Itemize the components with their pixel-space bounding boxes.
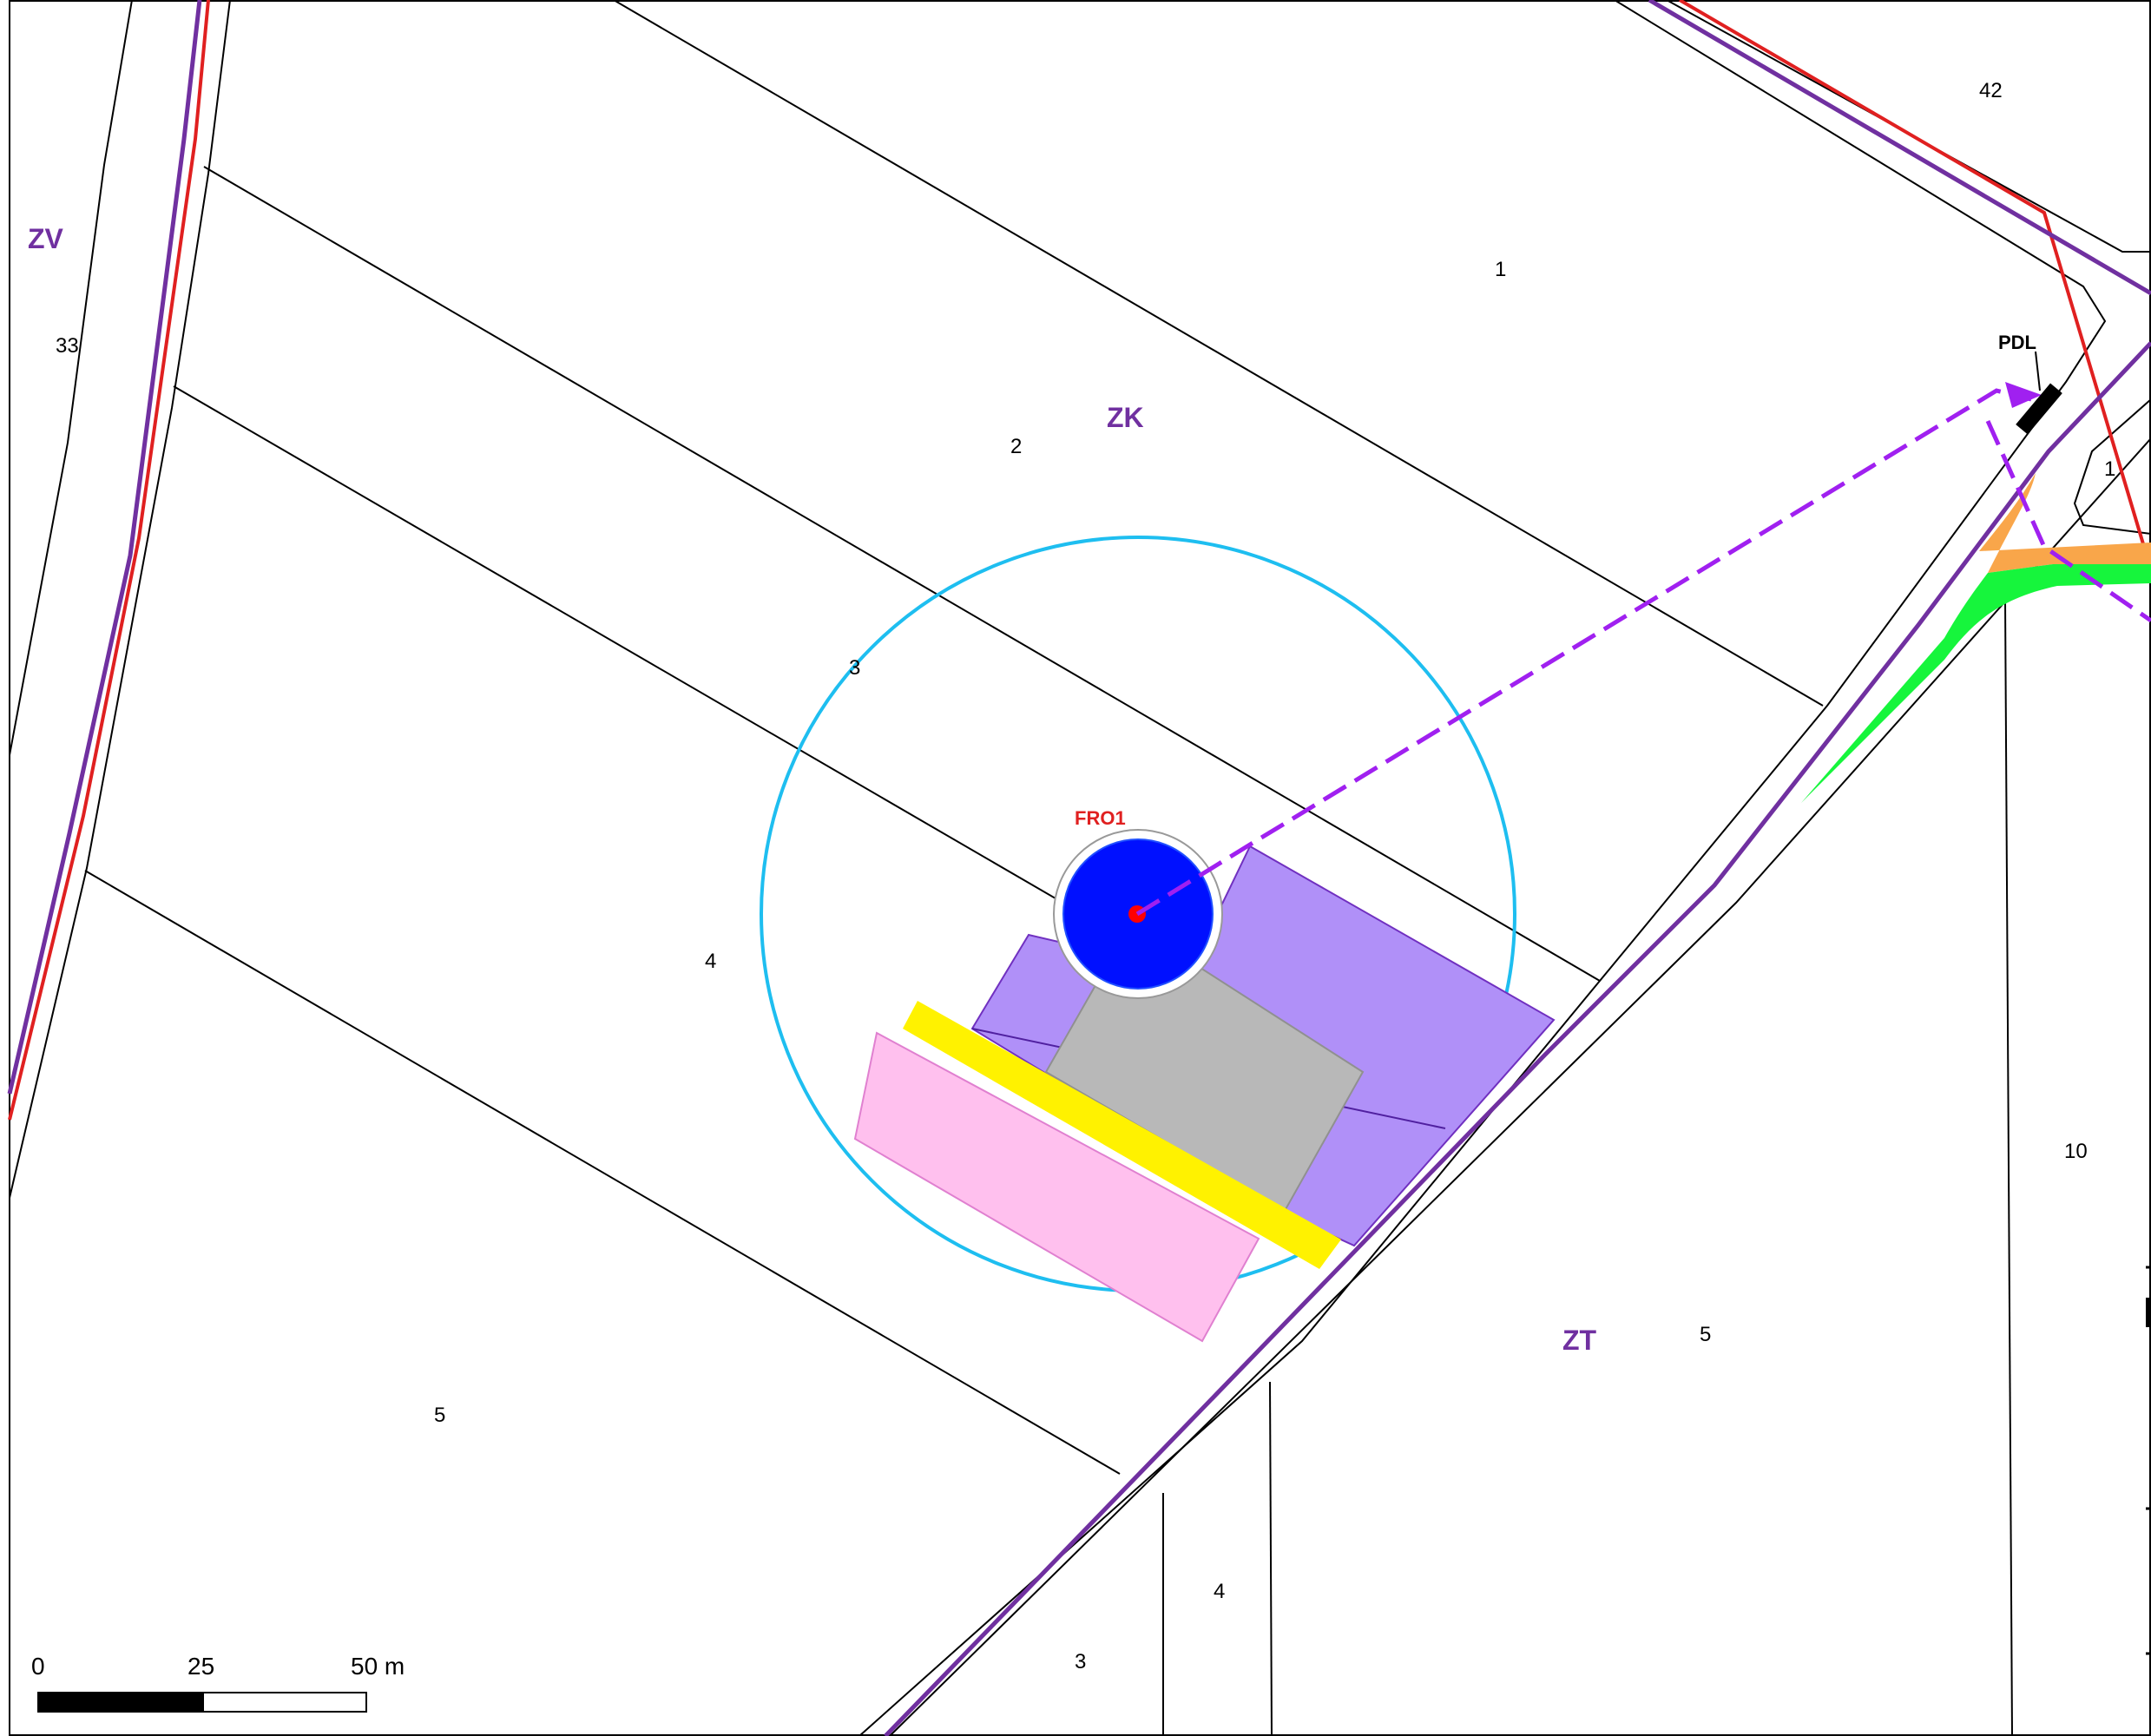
storage-area [853, 1031, 1260, 1343]
substation-symbol [2016, 383, 2062, 435]
access-road-green [1801, 564, 2151, 803]
parcel-number-5: 5 [434, 1404, 445, 1427]
cable-route-arrowhead [2005, 382, 2042, 408]
substation-label: PDL [1998, 332, 2036, 353]
red-boundary-lines [8, 0, 2146, 1121]
parcel-number-5: 5 [1700, 1323, 1711, 1346]
parcel-number-4: 4 [1214, 1580, 1225, 1603]
parcel-number-42: 42 [1979, 79, 2003, 102]
parcel-number-3: 3 [1075, 1650, 1086, 1674]
parcel-number-10: 10 [2064, 1140, 2088, 1163]
parcel-number-4: 4 [705, 950, 716, 973]
zone-label-zk: ZK [1107, 402, 1144, 433]
scale-bar-segment-dark [37, 1692, 204, 1713]
zone-label-zt: ZT [1562, 1325, 1597, 1356]
frame-edge-ticks [2146, 1266, 2151, 1655]
scale-bar-segment-light [202, 1692, 367, 1713]
zone-label-zv: ZV [28, 223, 64, 254]
parcel-number-2: 2 [1010, 435, 1022, 458]
scale-bar: 0 25 50 m [31, 1653, 405, 1713]
turbine-label: FRO1 [1075, 807, 1126, 829]
substation-leader-line [2035, 351, 2041, 391]
parcel-number-1: 1 [2104, 457, 2115, 481]
parcel-number-1: 1 [1495, 258, 1506, 281]
zone-boundary-lines [7, 0, 2151, 1736]
assembly-strip [903, 1001, 1341, 1269]
parcel-number-3: 3 [849, 656, 860, 680]
scale-label-25: 25 [187, 1653, 214, 1680]
scale-label-50m: 50 m [351, 1653, 405, 1680]
parcel-number-33: 33 [56, 334, 79, 358]
scale-label-0: 0 [31, 1653, 45, 1680]
